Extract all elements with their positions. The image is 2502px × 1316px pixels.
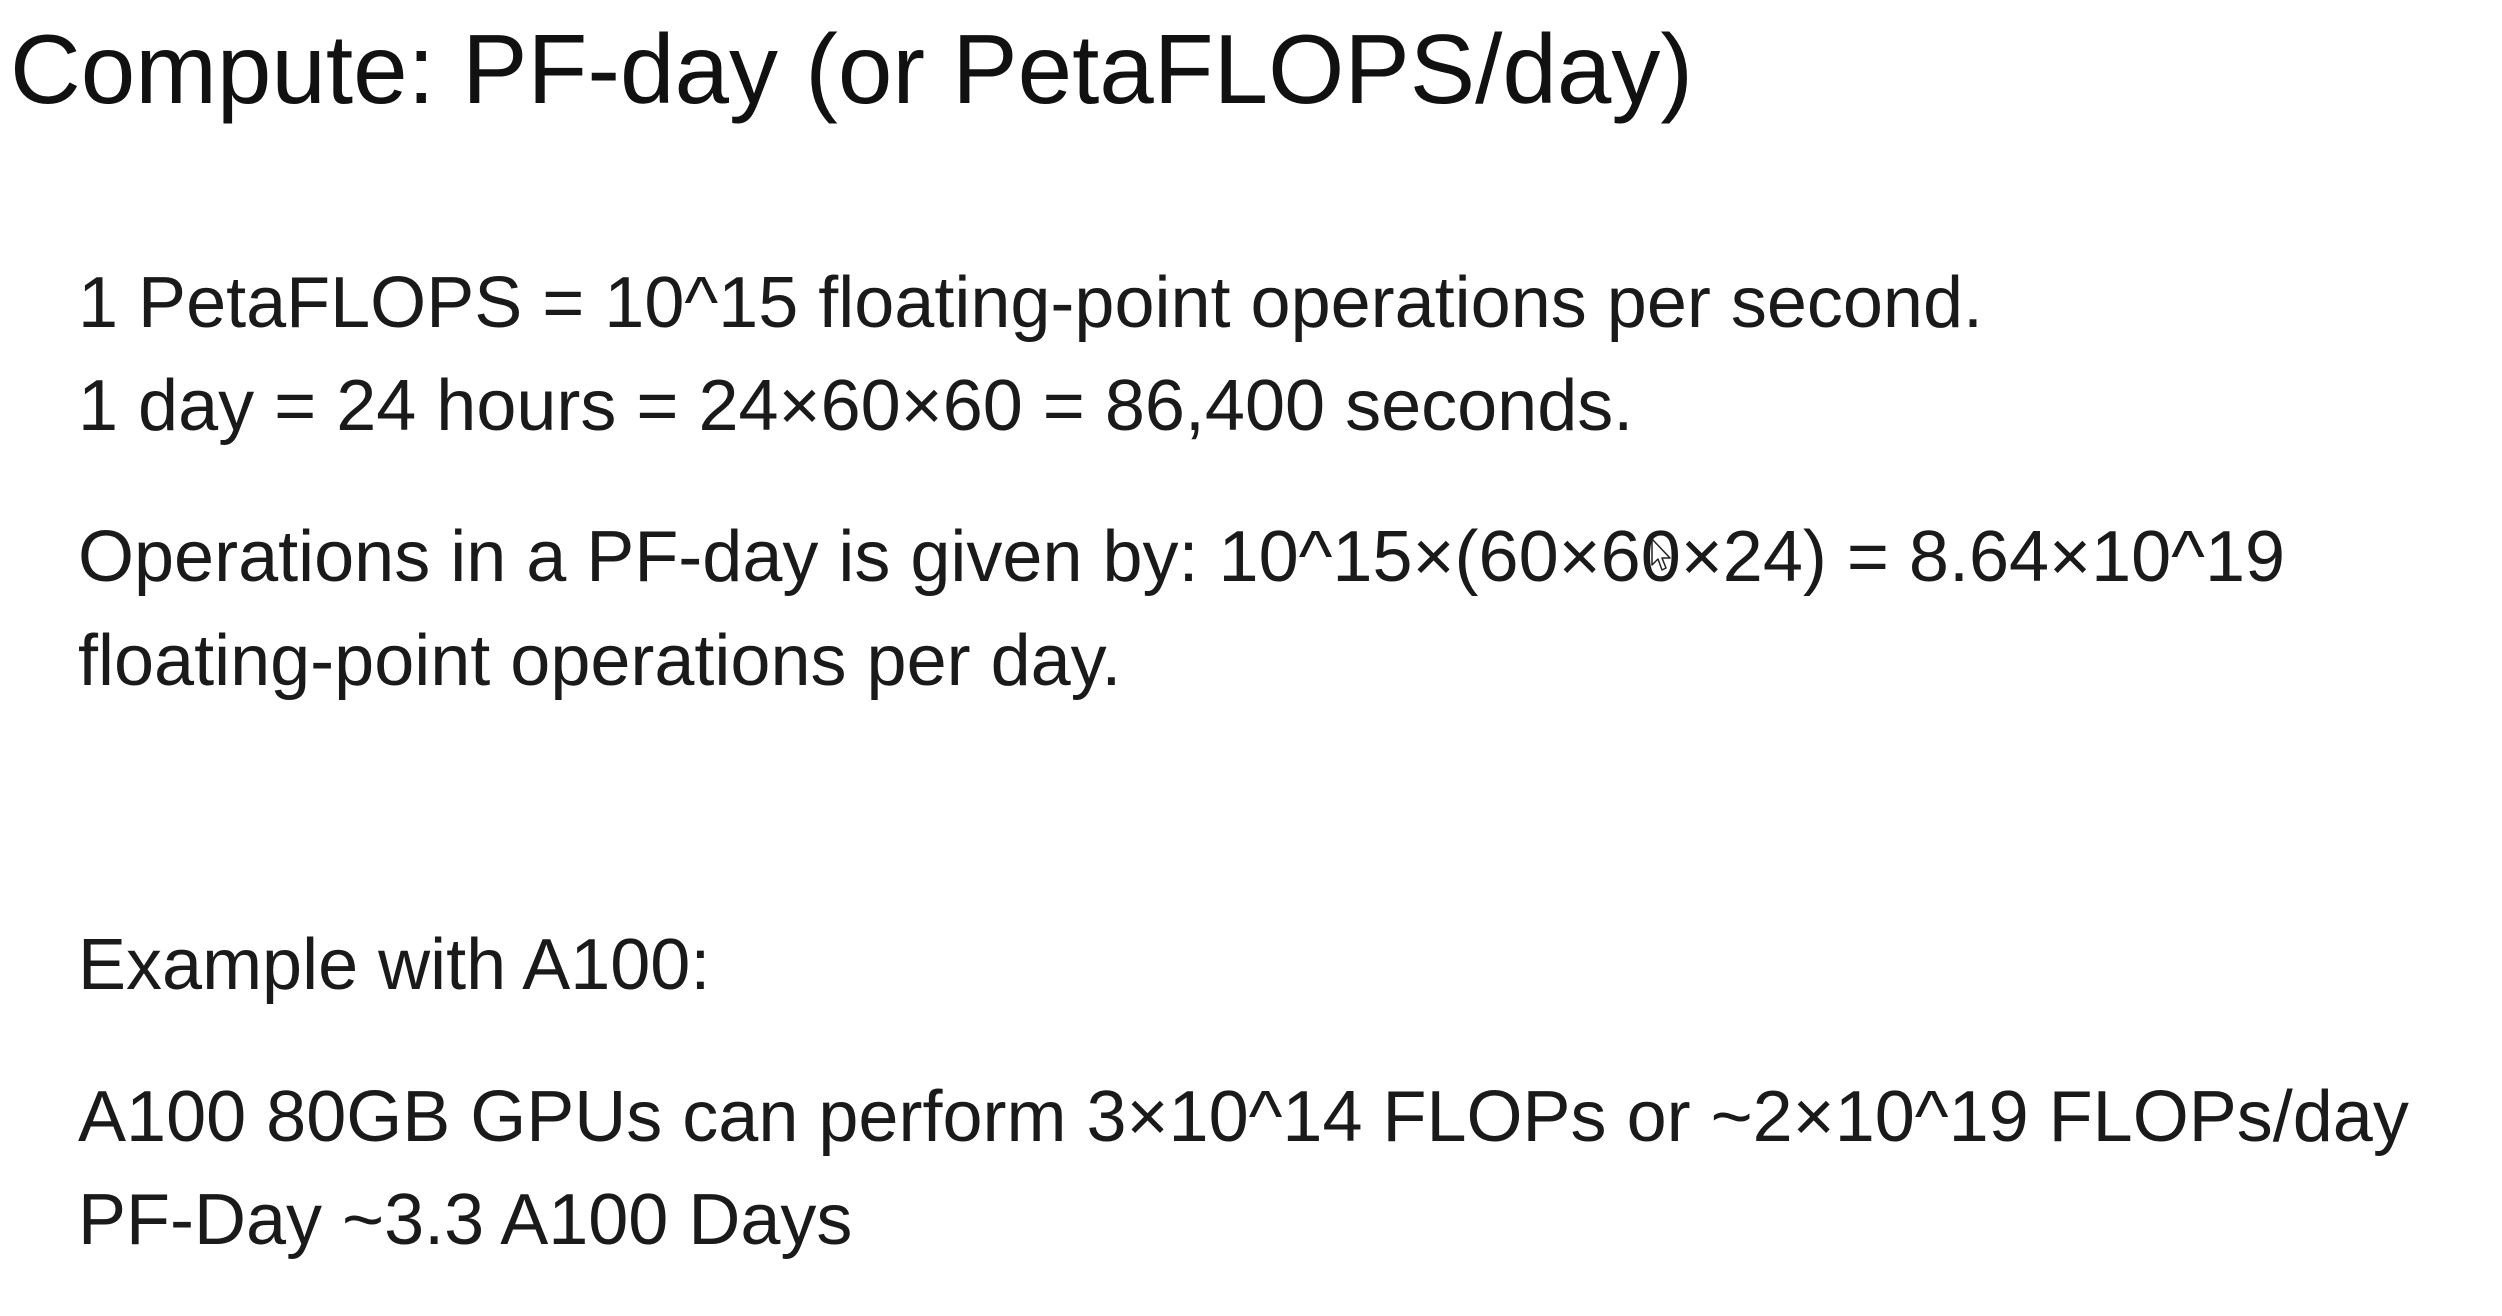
mouse-pointer-icon — [1651, 538, 1671, 571]
example-line-2: PF-Day ~3.3 A100 Days — [78, 1180, 853, 1260]
example-line-1: A100 80GB GPUs can perform 3×10^14 FLOPs… — [78, 1077, 2409, 1157]
operations-line-2: floating-point operations per day. — [78, 621, 1122, 701]
slide-title: Compute: PF-day (or PetaFLOPS/day) — [10, 14, 1693, 124]
example-heading: Example with A100: — [78, 925, 711, 1005]
petaflops-definition: 1 PetaFLOPS = 10^15 floating-point opera… — [78, 263, 1984, 343]
operations-line-1: Operations in a PF-day is given by: 10^1… — [78, 517, 2286, 597]
day-definition: 1 day = 24 hours = 24×60×60 = 86,400 sec… — [78, 366, 1634, 446]
